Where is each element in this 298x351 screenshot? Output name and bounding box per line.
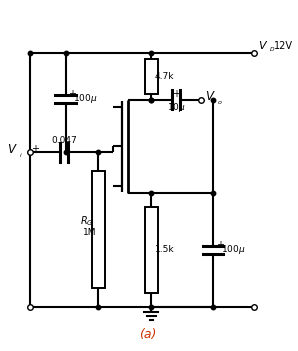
Text: $V$: $V$ bbox=[258, 39, 268, 51]
Text: 100$\mu$: 100$\mu$ bbox=[73, 92, 98, 105]
Text: $_D$: $_D$ bbox=[269, 45, 275, 54]
Text: +: + bbox=[32, 144, 40, 154]
Text: +: + bbox=[216, 239, 224, 250]
Text: 100$\mu$: 100$\mu$ bbox=[221, 243, 245, 256]
Text: $V$: $V$ bbox=[205, 90, 215, 103]
Text: +: + bbox=[69, 89, 77, 99]
Text: 0.047: 0.047 bbox=[51, 135, 77, 145]
Text: 4.7k: 4.7k bbox=[155, 72, 174, 81]
Text: $_i$: $_i$ bbox=[19, 151, 23, 160]
Text: 1.5k: 1.5k bbox=[155, 245, 174, 254]
Text: $R_G$: $R_G$ bbox=[80, 214, 94, 228]
Text: 1M: 1M bbox=[83, 228, 96, 237]
Bar bbox=[145, 207, 158, 293]
Text: $V$: $V$ bbox=[7, 143, 18, 156]
Text: 12V: 12V bbox=[274, 41, 293, 51]
Text: +: + bbox=[172, 89, 180, 99]
Text: (a): (a) bbox=[139, 328, 157, 341]
Text: 10$\mu$: 10$\mu$ bbox=[167, 101, 186, 114]
Bar bbox=[145, 59, 158, 94]
Bar bbox=[91, 171, 105, 288]
Text: $_o$: $_o$ bbox=[217, 98, 222, 107]
